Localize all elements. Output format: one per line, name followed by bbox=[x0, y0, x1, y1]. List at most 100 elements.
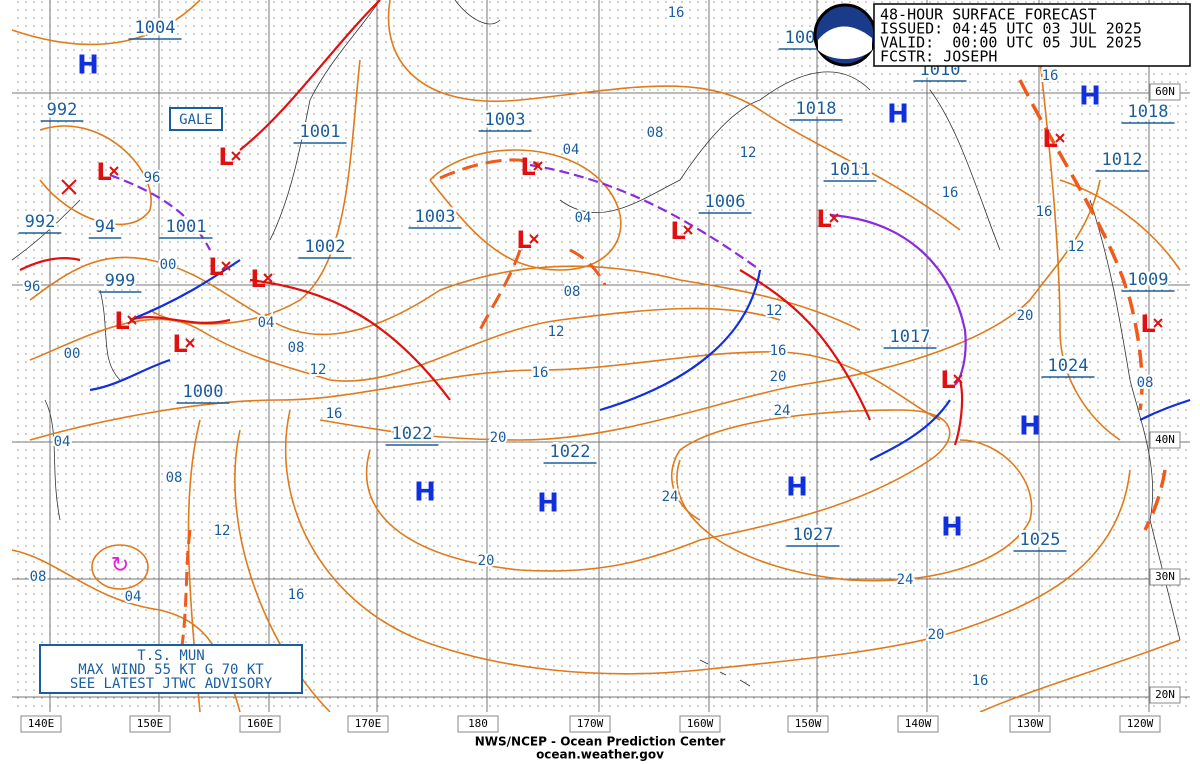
pressure-label: 1003 bbox=[415, 207, 456, 227]
low-center: L bbox=[208, 253, 223, 281]
storm-marker bbox=[61, 179, 77, 195]
lon-label: 180 bbox=[468, 717, 488, 730]
lon-box bbox=[347, 715, 389, 733]
isobar-label: 96 bbox=[24, 279, 41, 295]
pressure-label: 1022 bbox=[392, 424, 433, 444]
coastlines bbox=[11, 0, 1181, 687]
low-center: L bbox=[114, 307, 129, 335]
pressure-label: 1009 bbox=[1128, 270, 1169, 290]
high-center: H bbox=[537, 489, 559, 519]
lon-box bbox=[679, 715, 721, 733]
pressure-label: 1018 bbox=[1128, 102, 1169, 122]
isobar-label: 96 bbox=[144, 170, 161, 186]
low-center: L bbox=[670, 217, 685, 245]
header-line: VALID: 00:00 UTC 05 JUL 2025 bbox=[880, 34, 1142, 52]
lat-box bbox=[1149, 431, 1181, 449]
low-cross bbox=[683, 225, 693, 235]
pressure-label: 1022 bbox=[550, 442, 591, 462]
lat-label: 40N bbox=[1155, 433, 1175, 446]
pressure-label: 1001 bbox=[166, 217, 207, 237]
low-center: L bbox=[520, 153, 535, 181]
isobar-label: 16 bbox=[1036, 204, 1053, 220]
low-cross bbox=[953, 374, 963, 384]
isobar-label: 24 bbox=[774, 403, 791, 419]
isobar-label: 04 bbox=[125, 589, 142, 605]
lon-label: 160E bbox=[247, 717, 274, 730]
isobar-label: 04 bbox=[258, 315, 275, 331]
low-center: L bbox=[218, 143, 233, 171]
labels: 1004 992 1001 1003 992 94 1001 1003 1002 999 1000 1… bbox=[18, 3, 1175, 691]
gale-label: GALE bbox=[179, 112, 213, 128]
isobar-label: 12 bbox=[310, 362, 327, 378]
isobar-label: 16 bbox=[942, 185, 959, 201]
isobar-label: 24 bbox=[897, 572, 914, 588]
isobar-label: 08 bbox=[1137, 375, 1154, 391]
pressure-label: 1002 bbox=[305, 237, 346, 257]
isobar-label: 04 bbox=[575, 210, 592, 226]
lon-box bbox=[787, 715, 829, 733]
lon-label: 160W bbox=[687, 717, 714, 730]
low-center: L bbox=[816, 205, 831, 233]
isobar-label: 12 bbox=[740, 145, 757, 161]
low-center: L bbox=[940, 366, 955, 394]
isobar-label: 12 bbox=[214, 523, 231, 539]
pressure-label: 999 bbox=[105, 271, 136, 291]
lon-box bbox=[20, 715, 62, 733]
header-line: FCSTR: JOSEPH bbox=[880, 48, 997, 66]
isobar-label: 16 bbox=[288, 587, 305, 603]
isobar-label: 12 bbox=[1068, 239, 1085, 255]
high-center: H bbox=[887, 100, 909, 130]
pressure-label: 1004 bbox=[135, 18, 176, 38]
graticule bbox=[12, 0, 1190, 712]
lat-label: 20N bbox=[1155, 688, 1175, 701]
isobar-label: 16 bbox=[972, 673, 989, 689]
isobar-label: 20 bbox=[490, 430, 507, 446]
pressure-label: 1006 bbox=[705, 192, 746, 212]
storm-box bbox=[39, 644, 303, 694]
lon-box bbox=[457, 715, 499, 733]
lat-box bbox=[1149, 568, 1181, 586]
pressure-label: 1027 bbox=[793, 525, 834, 545]
lon-label: 120W bbox=[1127, 717, 1154, 730]
footer-line: ocean.weather.gov bbox=[536, 748, 664, 762]
isobar-label: 20 bbox=[928, 627, 945, 643]
axis-labels: 140E 150E 160E 170E 180 170W 160W 150W 140W 130W 1… bbox=[20, 83, 1181, 733]
isobar-label: 24 bbox=[662, 489, 679, 505]
lon-box bbox=[239, 715, 281, 733]
pressure-label: 1003 bbox=[485, 110, 526, 130]
pressure-label: 1001 bbox=[300, 122, 341, 142]
lon-box bbox=[1119, 715, 1161, 733]
lon-label: 170E bbox=[355, 717, 382, 730]
high-center: H bbox=[77, 51, 99, 81]
pressure-label: 1017 bbox=[890, 327, 931, 347]
pressure-label: 1011 bbox=[830, 160, 871, 180]
lon-label: 140W bbox=[905, 717, 932, 730]
footer-line: NWS/NCEP - Ocean Prediction Center bbox=[475, 735, 726, 749]
isobar-label: 20 bbox=[770, 369, 787, 385]
lat-label: 30N bbox=[1155, 570, 1175, 583]
isobar-label: 08 bbox=[166, 470, 183, 486]
low-cross bbox=[829, 213, 839, 223]
lat-box bbox=[1149, 83, 1181, 101]
low-cross bbox=[263, 273, 273, 283]
isobar-label: 16 bbox=[326, 406, 343, 422]
isobar-label: 08 bbox=[30, 569, 47, 585]
isobar-label: 00 bbox=[160, 257, 177, 273]
storm-line: SEE LATEST JTWC ADVISORY bbox=[70, 676, 273, 692]
low-cross bbox=[127, 315, 137, 325]
lon-label: 150E bbox=[137, 717, 164, 730]
pressure-label: 1025 bbox=[1020, 530, 1061, 550]
low-center: L bbox=[516, 226, 531, 254]
header-line: 48-HOUR SURFACE FORECAST bbox=[880, 6, 1097, 24]
lon-box bbox=[129, 715, 171, 733]
low-cross bbox=[185, 338, 195, 348]
low-center: L bbox=[1042, 125, 1057, 153]
low-cross bbox=[529, 234, 539, 244]
storm-line: MAX WIND 55 KT G 70 KT bbox=[78, 662, 264, 678]
isobar-label: 04 bbox=[54, 434, 71, 450]
lat-box bbox=[1149, 686, 1181, 704]
low-center: L bbox=[250, 265, 265, 293]
pressure-label: 1000 bbox=[183, 382, 224, 402]
pressure-label: 992 bbox=[47, 100, 78, 120]
